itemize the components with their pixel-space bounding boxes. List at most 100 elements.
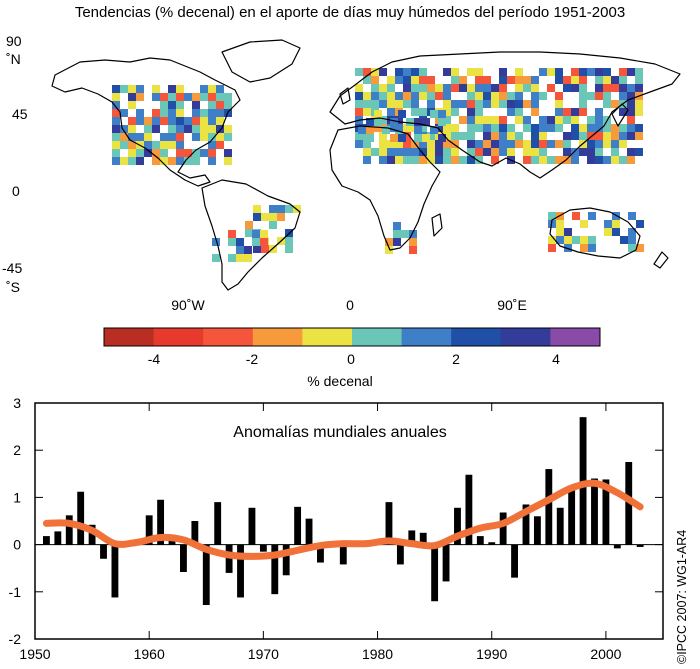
map-cell <box>507 76 515 84</box>
map-cell <box>128 85 136 93</box>
map-cell <box>176 85 184 93</box>
map-cell <box>523 148 531 156</box>
map-cell <box>611 156 619 164</box>
map-cell <box>627 124 635 132</box>
map-cell <box>603 108 611 116</box>
map-cell <box>603 156 611 164</box>
bar-1973 <box>294 506 302 545</box>
bar-1992 <box>511 544 518 578</box>
map-cell <box>475 116 483 124</box>
map-cell <box>515 100 523 108</box>
map-cell <box>355 92 363 100</box>
map-cell <box>451 84 459 92</box>
map-cell <box>491 124 499 132</box>
map-cell <box>627 156 635 164</box>
map-cell <box>443 132 451 140</box>
map-cell <box>430 110 438 118</box>
map-cell <box>427 100 435 108</box>
map-cell <box>539 92 547 100</box>
map-cell <box>459 116 467 124</box>
map-cell <box>507 140 515 148</box>
x-tick-label: 1950 <box>19 646 50 662</box>
map-cell <box>619 140 627 148</box>
map-cell <box>491 156 499 164</box>
map-cell <box>358 126 366 134</box>
map-cell <box>184 149 192 157</box>
map-cell <box>507 92 515 100</box>
map-cell <box>144 125 152 133</box>
map-cell <box>128 149 136 157</box>
map-cell <box>236 246 244 254</box>
map-cell <box>491 116 499 124</box>
map-cell <box>555 140 563 148</box>
bar-1994 <box>533 516 541 545</box>
map-cell <box>579 116 587 124</box>
chart-title: Anomalías mundiales anuales <box>233 424 446 441</box>
map-cell <box>483 140 491 148</box>
map-cell <box>136 133 144 141</box>
map-cell <box>168 157 176 165</box>
map-cell <box>531 156 539 164</box>
map-cell <box>620 236 628 244</box>
map-cell <box>619 68 627 76</box>
map-cell <box>208 101 216 109</box>
map-cell <box>563 108 571 116</box>
map-cell <box>403 148 411 156</box>
map-cell <box>467 92 475 100</box>
map-cell <box>176 141 184 149</box>
map-cell <box>507 68 515 76</box>
map-cell <box>627 148 635 156</box>
map-cell <box>467 84 475 92</box>
map-cell <box>595 140 603 148</box>
map-cell <box>572 236 580 244</box>
map-cell <box>168 109 176 117</box>
map-cell <box>422 118 430 126</box>
map-cell <box>390 134 398 142</box>
map-cell <box>627 84 635 92</box>
map-cell <box>200 109 208 117</box>
map-cell <box>539 124 547 132</box>
map-cell <box>184 125 192 133</box>
colorbar-swatch-2 <box>203 328 254 346</box>
map-cell <box>168 125 176 133</box>
map-cell <box>136 93 144 101</box>
map-cell <box>152 125 160 133</box>
map-cell <box>563 116 571 124</box>
map-cell <box>387 156 395 164</box>
bar-1972 <box>282 544 290 576</box>
map-cell <box>603 92 611 100</box>
map-cell <box>563 100 571 108</box>
lon-label-90e: 90˚E <box>497 297 527 313</box>
map-cell <box>572 212 580 220</box>
map-cell <box>395 148 403 156</box>
figure-title: Tendencias (% decenal) en el aporte de d… <box>75 4 625 21</box>
bar-1985 <box>431 544 439 602</box>
map-cell <box>491 132 499 140</box>
map-cell <box>635 132 643 140</box>
map-cell <box>451 148 459 156</box>
map-cell <box>419 124 427 132</box>
map-cell <box>224 93 232 101</box>
map-cell <box>112 85 120 93</box>
map-cell <box>387 148 395 156</box>
map-cell <box>387 76 395 84</box>
map-cell <box>387 100 395 108</box>
map-cell <box>595 156 603 164</box>
map-cell <box>635 108 643 116</box>
map-cell <box>252 230 260 238</box>
map-cell <box>547 68 555 76</box>
map-cell <box>435 84 443 92</box>
map-cell <box>414 134 422 142</box>
colorbar-swatch-6 <box>401 328 452 346</box>
map-cell <box>515 132 523 140</box>
colorbar-swatch-8 <box>500 328 551 346</box>
map-cell <box>253 245 261 253</box>
map-trend-cells <box>112 68 644 262</box>
map-cell <box>411 84 419 92</box>
map-cell <box>144 157 152 165</box>
bar-1951 <box>42 536 50 545</box>
map-cell <box>168 85 176 93</box>
y-tick-label: 1 <box>13 489 21 505</box>
map-cell <box>387 84 395 92</box>
map-cell <box>152 85 160 93</box>
